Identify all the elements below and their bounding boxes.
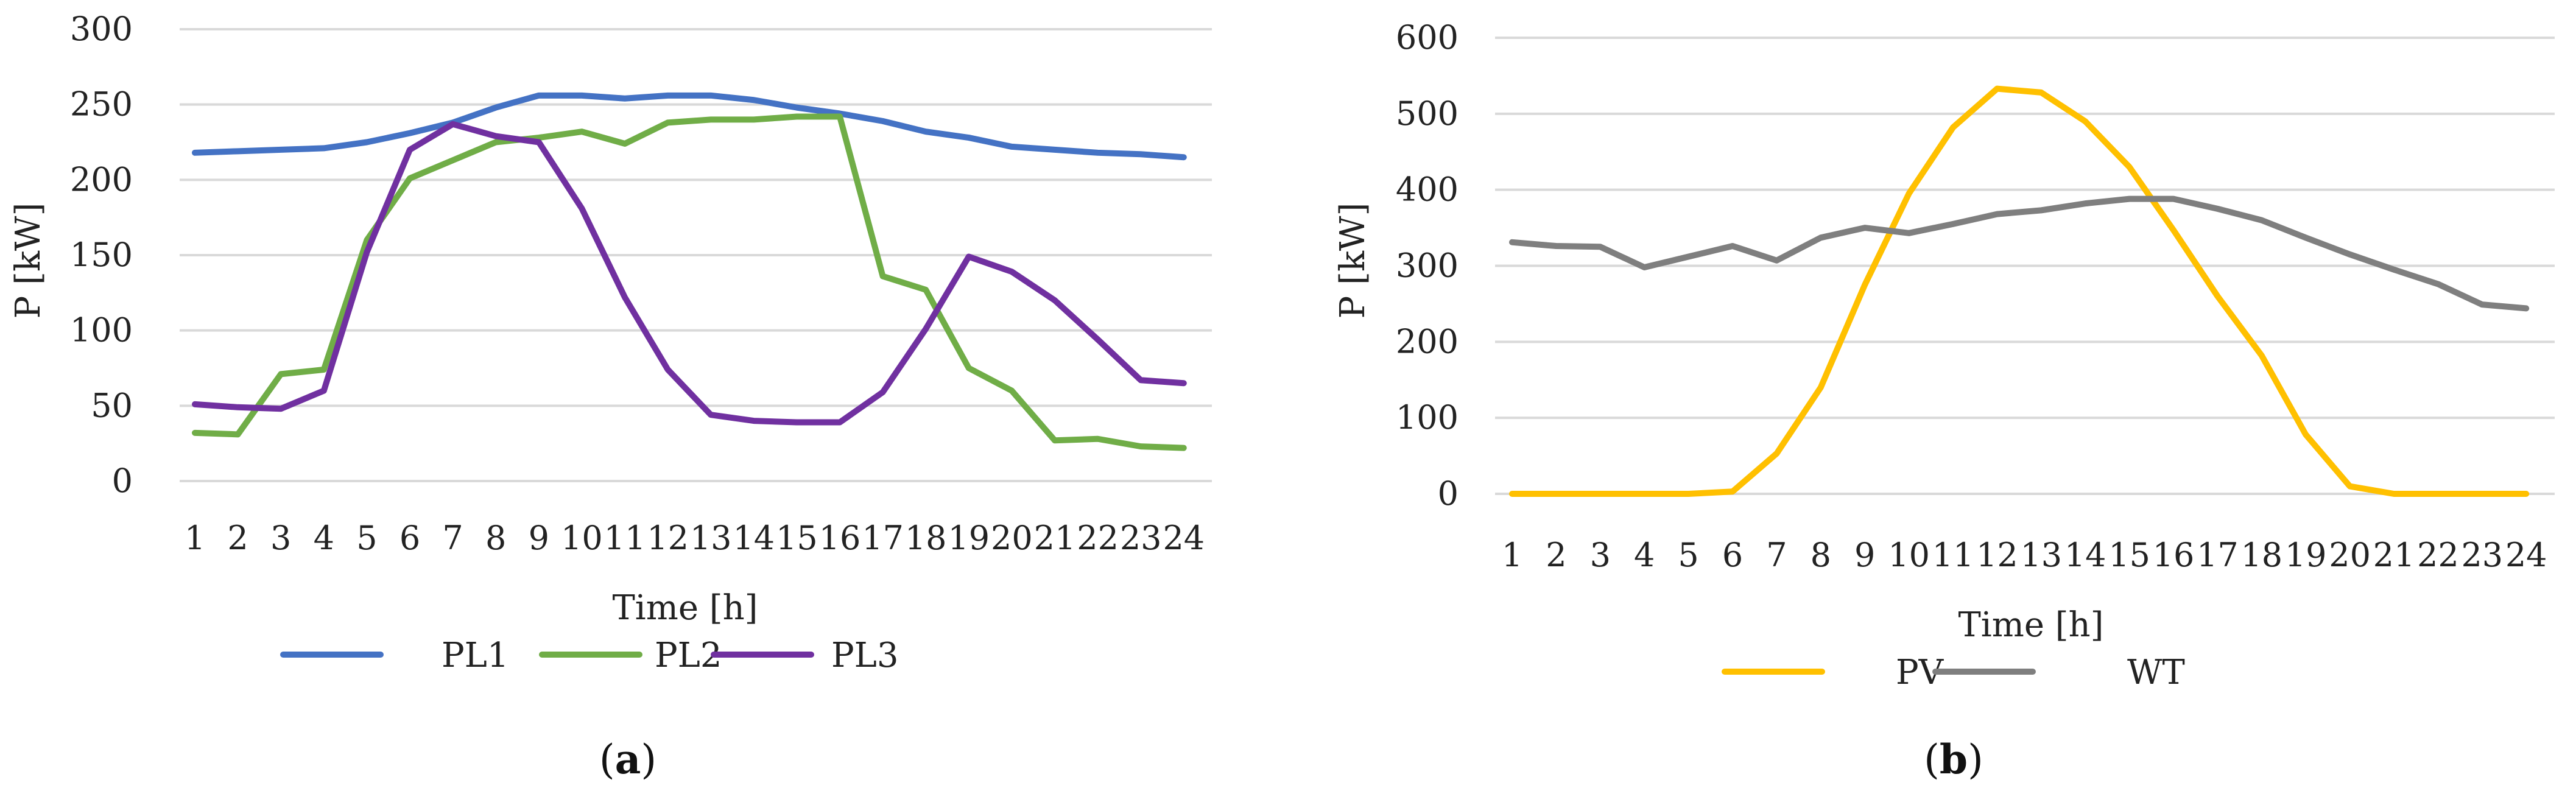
chart-a-panel-letter: a	[615, 736, 641, 783]
chart-a-legend-label-pl1: PL1	[442, 636, 509, 675]
chart-b-panel-label: (b)	[1924, 736, 1983, 783]
chart-b-legend: PV WT	[1722, 653, 2185, 692]
chart-b-x-tick-label: 7	[1766, 536, 1787, 574]
chart-b-x-tick-label: 21	[2373, 536, 2415, 574]
chart-b-x-tick-label: 3	[1590, 536, 1611, 574]
chart-b-x-tick-label: 6	[1722, 536, 1743, 574]
chart-a-x-tick-label: 13	[690, 519, 732, 557]
chart-a-x-tick-label: 6	[399, 519, 420, 557]
chart-a-legend: PL1 PL2 PL3	[280, 636, 899, 675]
chart-b-x-tick-label: 1	[1502, 536, 1522, 574]
chart-a-x-tick-label: 20	[991, 519, 1033, 557]
chart-b-x-tick-label: 13	[2020, 536, 2062, 574]
chart-a-x-axis-title: Time [h]	[612, 588, 758, 628]
chart-a-y-tick-label: 50	[91, 386, 133, 424]
chart-a-x-tick-label: 3	[270, 519, 291, 557]
chart-b-x-axis-title: Time [h]	[1958, 605, 2103, 645]
chart-a-y-tick-label: 150	[70, 236, 133, 274]
chart-a-y-tick-label: 0	[112, 462, 133, 500]
chart-b-x-tick-label: 17	[2197, 536, 2239, 574]
chart-b-x-tick-label: 15	[2108, 536, 2150, 574]
chart-a-x-tick-label: 14	[733, 519, 775, 557]
chart-a-y-tick-label: 250	[70, 85, 133, 124]
chart-a-y-axis-title: P [kW]	[9, 203, 48, 319]
chart-a-legend-label-pl2: PL2	[655, 636, 722, 675]
chart-b-x-tick-label: 22	[2417, 536, 2459, 574]
chart-b-x-tick-label: 23	[2461, 536, 2503, 574]
chart-b-x-tick-label: 16	[2153, 536, 2195, 574]
chart-a-x-tick-label: 19	[948, 519, 990, 557]
chart-b-y-tick-label: 500	[1396, 94, 1459, 133]
chart-b-series-line-wt	[1509, 195, 2530, 312]
chart-a-series-line-pl1	[192, 92, 1187, 161]
chart-a-y-tick-label: 200	[70, 160, 133, 199]
chart-a-x-tick-label: 5	[356, 519, 377, 557]
chart-b-x-tick-label: 2	[1546, 536, 1566, 574]
chart-b-x-tick-label: 19	[2285, 536, 2327, 574]
chart-a-x-tick-label: 8	[485, 519, 506, 557]
chart-b-x-tick-label: 14	[2064, 536, 2106, 574]
chart-a-x-tick-label: 24	[1163, 519, 1205, 557]
chart-b-x-tick-label: 20	[2329, 536, 2371, 574]
chart-a-x-tick-label: 11	[604, 519, 646, 557]
chart-b-x-tick-labels: 1 2 3 4 5 6 7 8 9 10 11 12 13 14 15 16 17 18 19 20 21 22 23 24	[1502, 536, 2547, 574]
chart-b-x-tick-label: 18	[2240, 536, 2282, 574]
chart-a-x-tick-label: 21	[1034, 519, 1076, 557]
chart-b-y-tick-labels: 0 100 200 300 400 500 600	[1396, 18, 1459, 513]
chart-a-x-tick-label: 23	[1120, 519, 1162, 557]
chart-a-x-tick-label: 7	[442, 519, 463, 557]
chart-a-x-tick-label: 2	[227, 519, 248, 557]
chart-a-x-tick-label: 10	[561, 519, 603, 557]
chart-b-panel-letter: b	[1940, 736, 1968, 783]
chart-a-x-tick-label: 22	[1077, 519, 1119, 557]
chart-b-y-tick-label: 0	[1438, 474, 1459, 513]
chart-b-legend-label-wt: WT	[2127, 653, 2185, 692]
chart-b-y-tick-label: 300	[1396, 247, 1459, 285]
chart-b-x-tick-label: 12	[1976, 536, 2018, 574]
chart-a-series-line-pl2	[192, 113, 1187, 451]
chart-b-y-tick-label: 400	[1396, 171, 1459, 209]
chart-a-x-tick-label: 12	[647, 519, 689, 557]
chart-b-x-tick-label: 8	[1811, 536, 1831, 574]
chart-b-x-tick-label: 10	[1888, 536, 1930, 574]
chart-b-y-tick-label: 600	[1396, 18, 1459, 57]
chart-a-x-tick-label: 16	[819, 519, 861, 557]
chart-a-y-tick-label: 300	[70, 10, 133, 48]
chart-a-x-tick-label: 18	[905, 519, 947, 557]
chart-b-x-tick-label: 11	[1932, 536, 1974, 574]
chart-a-legend-label-pl3: PL3	[831, 636, 899, 675]
chart-b-y-tick-label: 100	[1396, 398, 1459, 437]
chart-b-y-axis-title: P [kW]	[1333, 203, 1373, 319]
chart-b-y-tick-label: 200	[1396, 322, 1459, 360]
chart-a-y-tick-labels: 0 50 100 150 200 250 300	[70, 10, 133, 500]
chart-a-x-tick-label: 1	[185, 519, 205, 557]
chart-b-x-tick-label: 24	[2505, 536, 2547, 574]
chart-a-y-tick-label: 100	[70, 311, 133, 350]
chart-a-gridlines	[180, 28, 1212, 482]
chart-a-x-tick-label: 4	[314, 519, 334, 557]
chart-a-x-tick-label: 15	[776, 519, 818, 557]
chart-a-x-tick-labels: 1 2 3 4 5 6 7 8 9 10 11 12 13 14 15 16 17 18 19 20 21 22 23 24	[185, 519, 1205, 557]
chart-b-series-line-pv	[1509, 85, 2530, 497]
chart-a-x-tick-label: 17	[862, 519, 904, 557]
chart-a-panel-label: (a)	[599, 736, 656, 783]
chart-b-x-tick-label: 4	[1634, 536, 1655, 574]
chart-b-series-lines	[1509, 85, 2530, 497]
chart-a-x-tick-label: 9	[529, 519, 549, 557]
chart-a-series-line-pl3	[192, 121, 1187, 426]
chart-b-x-tick-label: 9	[1854, 536, 1875, 574]
chart-b-x-tick-label: 5	[1678, 536, 1698, 574]
chart-a-series-lines	[192, 92, 1187, 451]
